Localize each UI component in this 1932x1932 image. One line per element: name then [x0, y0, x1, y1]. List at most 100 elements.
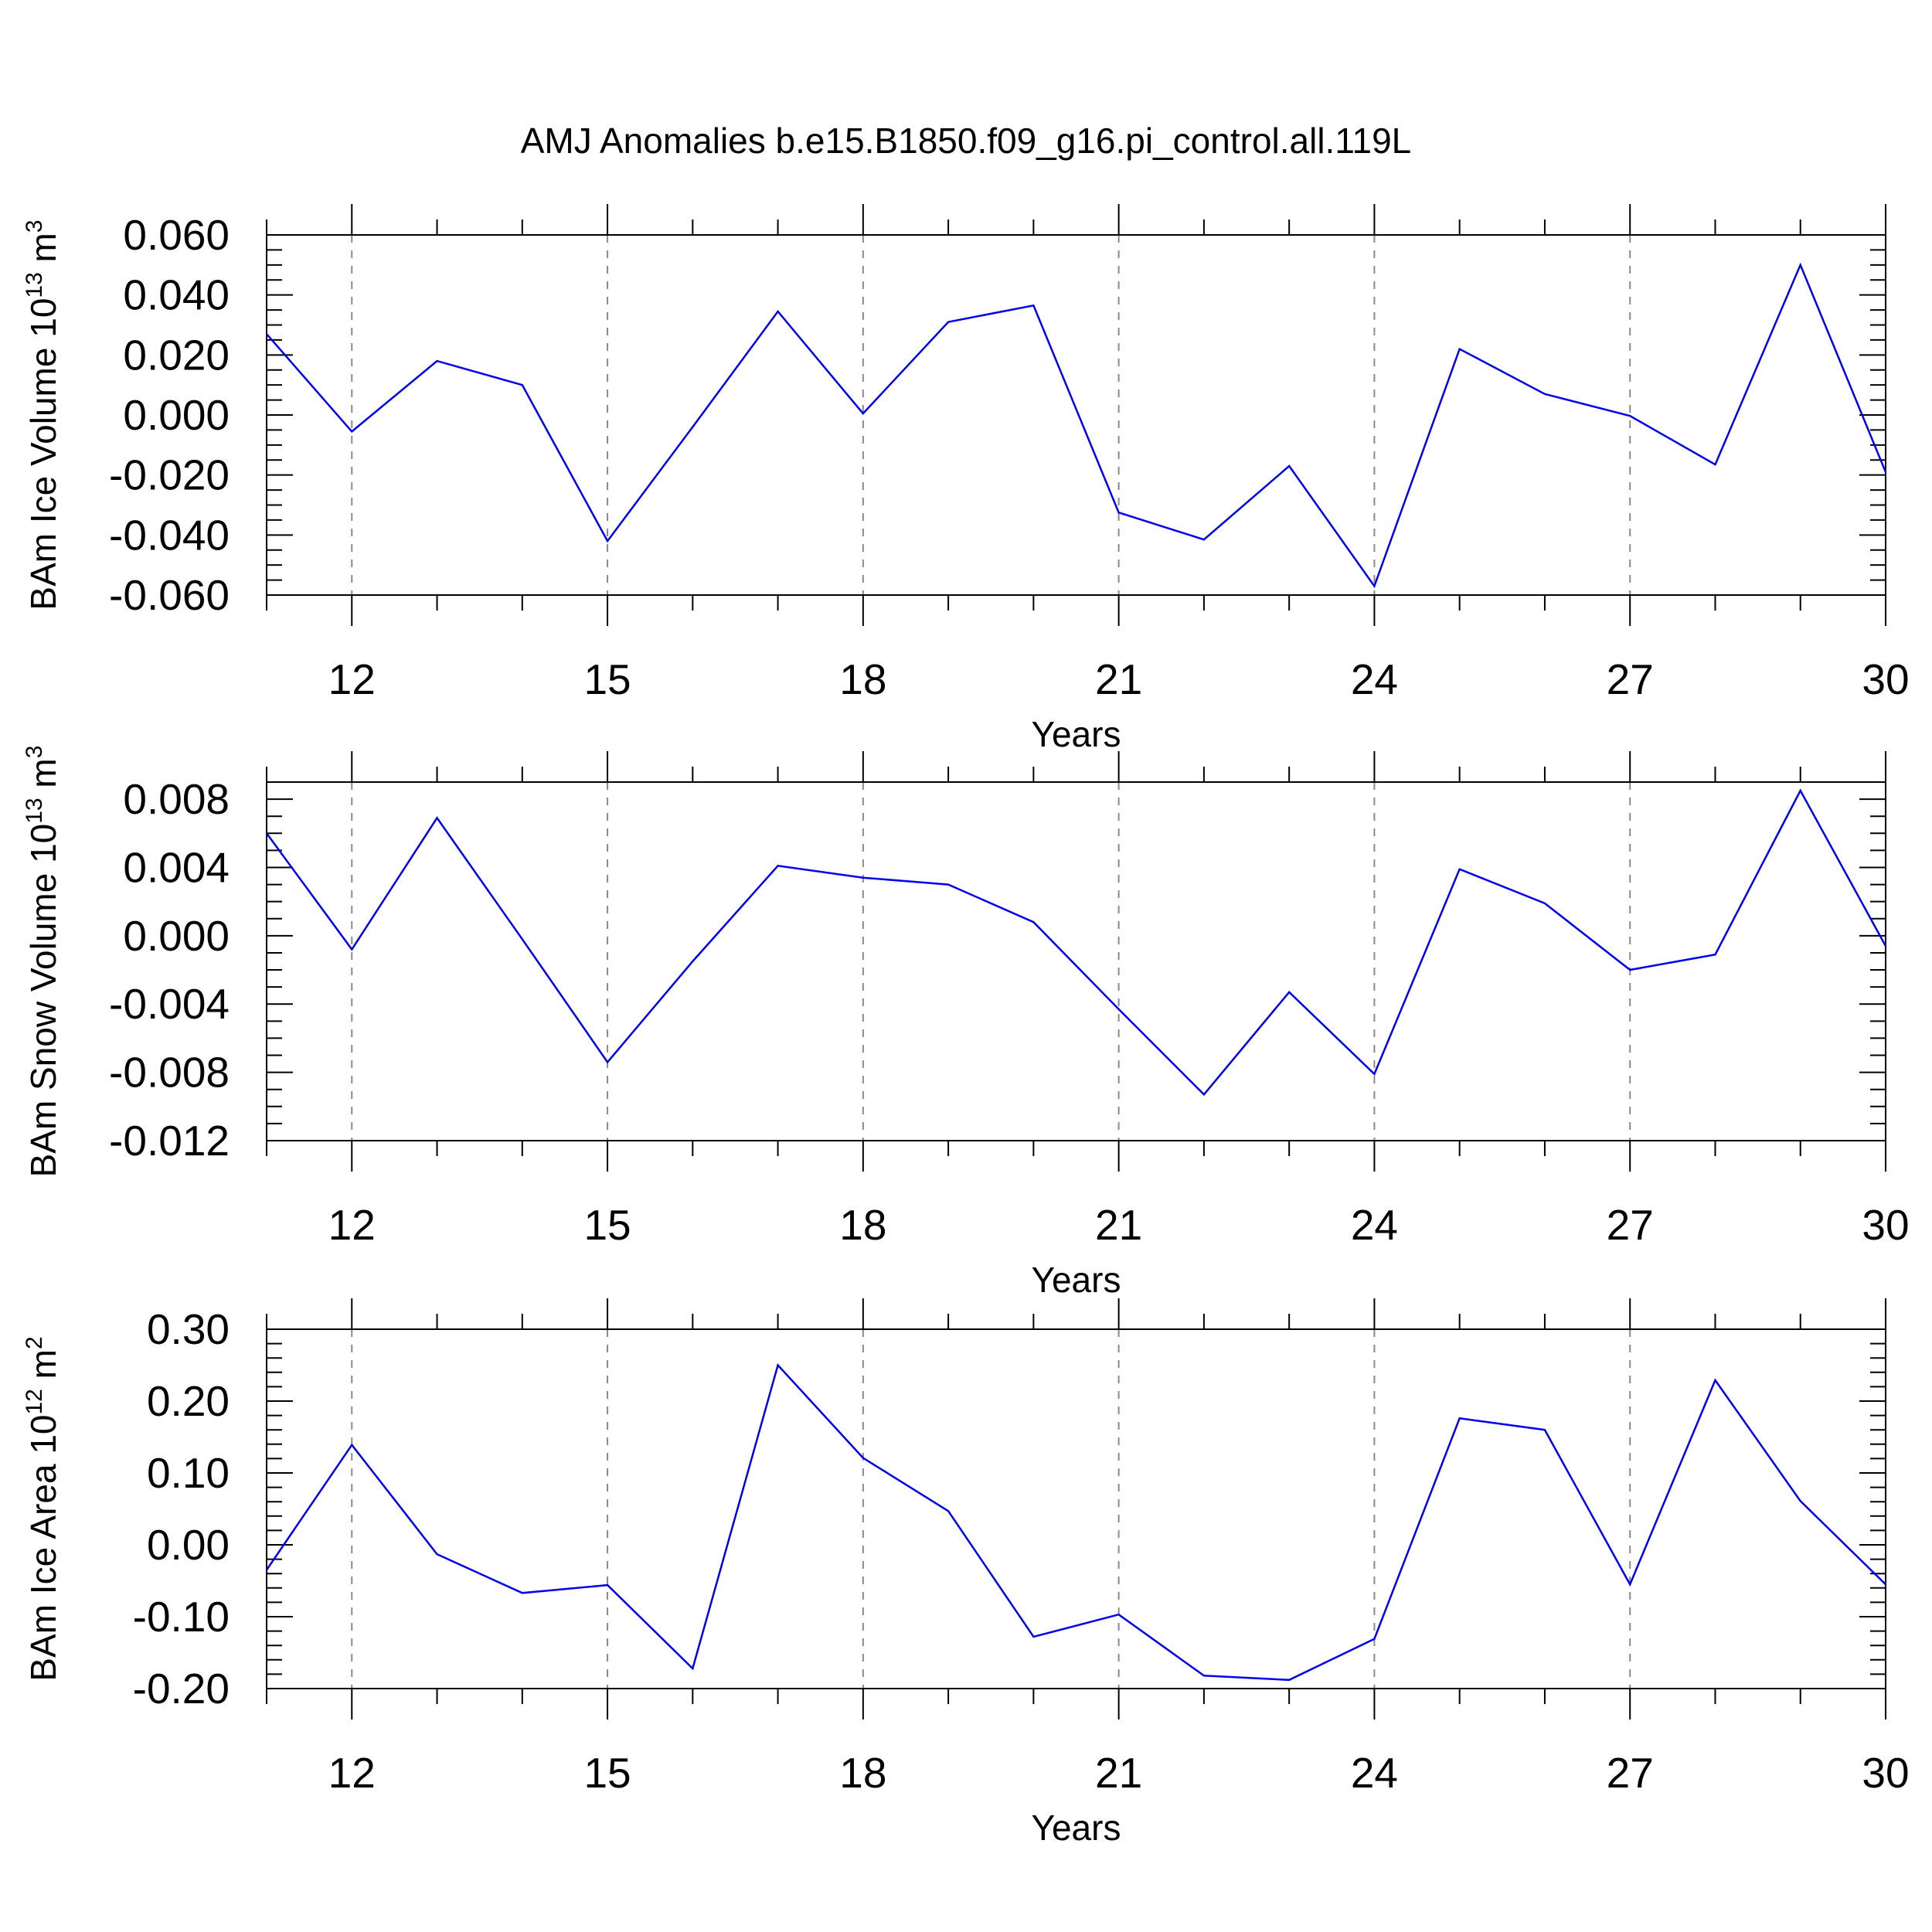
data-point — [351, 430, 353, 433]
y-tick-label: -0.004 — [109, 980, 230, 1028]
data-point — [1373, 1073, 1376, 1075]
plot-frame — [266, 1328, 1886, 1689]
data-point — [1543, 902, 1546, 904]
data-point — [351, 1444, 353, 1446]
data-point — [1288, 465, 1291, 468]
x-axis-label: Years — [1032, 714, 1121, 754]
data-point — [1885, 945, 1887, 947]
y-axis-label-text: BAm Ice Area 10 — [23, 1414, 63, 1681]
data-point — [1799, 1500, 1801, 1502]
chart-title: AMJ Anomalies b.e15.B1850.f09_g16.pi_con… — [521, 121, 1412, 161]
data-point — [1458, 348, 1461, 350]
series-line — [266, 262, 1887, 589]
panels: -0.060 -0.040 -0.020 0.000 0.020 0.040 0.060 12… — [22, 204, 1910, 1848]
data-point — [1714, 954, 1716, 956]
y-axis-label-unit-exponent: 2 — [22, 1336, 47, 1349]
x-tick-label: 15 — [583, 1749, 631, 1797]
y-tick-label: 0.040 — [123, 271, 230, 319]
y-axis-label: BAm Ice Volume 1013 m3 — [22, 219, 63, 610]
data-point — [436, 1553, 438, 1556]
data-point — [607, 1061, 609, 1063]
x-tick-label: 30 — [1862, 1201, 1909, 1249]
data-point — [436, 360, 438, 362]
data-point — [1714, 1379, 1716, 1382]
y-tick-label: 0.00 — [147, 1521, 230, 1569]
y-axis-label-unit: m — [23, 758, 63, 798]
y-tick-label: -0.040 — [109, 511, 230, 559]
y-axis-label-exponent: 13 — [22, 272, 47, 298]
data-point — [1543, 393, 1546, 395]
x-tick-label: 12 — [328, 1201, 376, 1249]
data-point — [947, 1510, 950, 1512]
y-axis-label-text: BAm Ice Volume 10 — [23, 298, 63, 611]
series-line — [265, 788, 1887, 1097]
data-point — [1458, 1417, 1461, 1420]
x-tick-label: 24 — [1351, 1749, 1398, 1797]
y-tick-label: 0.000 — [123, 391, 230, 439]
data-point — [607, 540, 609, 543]
data-point — [1458, 868, 1461, 870]
data-point — [351, 948, 353, 951]
y-axis-label-exponent: 12 — [22, 1389, 47, 1414]
y-tick-label: -0.020 — [109, 451, 230, 499]
data-point — [1202, 1094, 1205, 1096]
panel-2: -0.012 -0.008 -0.004 0.000 0.004 0.008 12 15 18 2… — [22, 746, 1910, 1300]
x-tick-label: 18 — [839, 1749, 886, 1797]
data-point — [1373, 1638, 1376, 1640]
y-axis-label-unit: m — [23, 1349, 63, 1389]
data-point — [1117, 1614, 1120, 1616]
y-axis-label-unit-exponent: 3 — [22, 746, 47, 759]
data-point — [947, 883, 950, 886]
x-axis-label: Years — [1032, 1260, 1121, 1300]
y-tick-label: 0.000 — [123, 912, 230, 960]
y-tick-label: 0.020 — [123, 331, 230, 379]
y-axis-label-unit: m — [23, 233, 63, 272]
x-tick-label: 18 — [839, 1201, 886, 1249]
data-point — [1885, 1583, 1887, 1586]
panel-1: -0.060 -0.040 -0.020 0.000 0.020 0.040 0.060 12… — [22, 204, 1910, 754]
data-point — [862, 413, 864, 415]
x-tick-label: 27 — [1607, 1201, 1654, 1249]
data-point — [692, 961, 694, 963]
x-tick-label: 12 — [328, 1749, 376, 1797]
data-point — [777, 865, 779, 867]
y-tick-label: 0.004 — [123, 843, 230, 891]
x-tick-label: 15 — [583, 1201, 631, 1249]
panel-3: -0.20 -0.10 0.00 0.10 0.20 0.30 12 15 18 21 24 27 30… — [22, 1298, 1910, 1848]
data-point — [1373, 585, 1376, 587]
data-point — [1202, 1675, 1205, 1677]
data-point — [521, 384, 523, 386]
data-point — [436, 817, 438, 819]
data-point — [1032, 921, 1035, 923]
x-tick-label: 18 — [839, 655, 886, 703]
data-point — [1288, 991, 1291, 993]
series-line — [265, 1363, 1886, 1682]
y-tick-label: 0.10 — [147, 1449, 230, 1497]
plot-frame — [266, 781, 1886, 1141]
data-point — [1799, 790, 1801, 792]
x-tick-label: 30 — [1862, 1749, 1909, 1797]
y-tick-label: 0.060 — [123, 211, 230, 259]
plot-frame — [266, 234, 1886, 596]
x-tick-label: 24 — [1351, 1201, 1398, 1249]
data-point — [862, 1457, 864, 1459]
data-point — [1629, 969, 1631, 971]
y-tick-label: -0.060 — [109, 571, 230, 619]
x-tick-label: 27 — [1607, 1749, 1654, 1797]
data-point — [1288, 1679, 1291, 1681]
data-point — [1032, 1636, 1035, 1638]
y-tick-label: 0.008 — [123, 775, 230, 823]
data-point — [692, 1667, 694, 1669]
y-tick-label: -0.10 — [133, 1593, 230, 1641]
y-tick-label: 0.20 — [147, 1377, 230, 1425]
data-point — [1629, 1583, 1631, 1586]
x-tick-label: 30 — [1862, 655, 1909, 703]
data-point — [266, 1569, 268, 1571]
data-point — [692, 426, 694, 428]
data-point — [1202, 539, 1205, 541]
data-point — [1885, 471, 1887, 473]
data-point — [266, 832, 268, 835]
y-axis-label: BAm Snow Volume 1013 m3 — [22, 746, 63, 1178]
data-point — [777, 311, 779, 313]
